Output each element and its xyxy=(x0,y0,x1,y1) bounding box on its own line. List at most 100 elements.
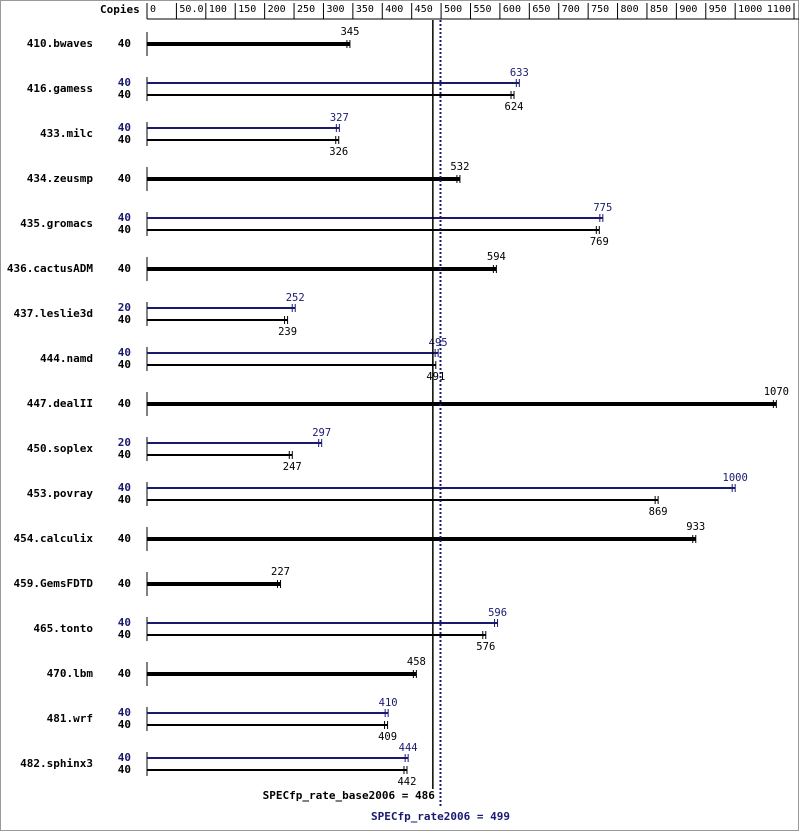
bar xyxy=(147,307,296,309)
value-label: 769 xyxy=(590,236,609,248)
copies: 40 xyxy=(118,577,131,590)
x-tick-label: 1000 xyxy=(738,4,762,15)
bar xyxy=(147,82,520,84)
copies: 40 xyxy=(118,211,131,224)
reference-label: SPECfp_rate_base2006 = 486 xyxy=(263,789,436,802)
value-label: 327 xyxy=(330,112,349,124)
category-label: 465.tonto xyxy=(33,622,93,635)
value-label: 576 xyxy=(476,641,495,653)
bar xyxy=(147,622,498,624)
value-label: 1070 xyxy=(764,386,789,398)
copies: 40 xyxy=(118,37,131,50)
copies: 40 xyxy=(118,751,131,764)
category-label: 434.zeusmp xyxy=(27,172,94,185)
value-label: 594 xyxy=(487,251,506,263)
copies: 40 xyxy=(118,172,131,185)
copies: 40 xyxy=(118,133,131,146)
bar xyxy=(147,454,293,456)
value-label: 326 xyxy=(329,146,348,158)
copies: 40 xyxy=(118,481,131,494)
reference-label: SPECfp_rate2006 = 499 xyxy=(371,810,510,823)
x-tick-label: 950 xyxy=(709,4,727,15)
value-label: 775 xyxy=(593,202,612,214)
copies: 40 xyxy=(118,121,131,134)
value-label: 444 xyxy=(399,742,418,754)
category-label: 459.GemsFDTD xyxy=(14,577,94,590)
bar xyxy=(147,139,339,141)
x-tick-label: 150 xyxy=(238,4,256,15)
copies: 20 xyxy=(118,436,131,449)
x-tick-label: 200 xyxy=(268,4,286,15)
x-tick-label: 350 xyxy=(356,4,374,15)
bar xyxy=(147,267,497,271)
category-label: 453.povray xyxy=(27,487,94,500)
bar xyxy=(147,177,460,181)
x-tick-label: 900 xyxy=(679,4,697,15)
category-label: 435.gromacs xyxy=(20,217,93,230)
bar xyxy=(147,319,288,321)
category-label: 433.milc xyxy=(40,127,93,140)
x-tick-label: 400 xyxy=(385,4,403,15)
bar xyxy=(147,442,322,444)
x-tick-label: 300 xyxy=(326,4,344,15)
category-label: 410.bwaves xyxy=(27,37,93,50)
value-label: 442 xyxy=(397,776,416,788)
value-label: 491 xyxy=(426,371,445,383)
bar xyxy=(147,94,515,96)
value-label: 933 xyxy=(686,521,705,533)
value-label: 239 xyxy=(278,326,297,338)
bar xyxy=(147,724,388,726)
category-label: 482.sphinx3 xyxy=(20,757,93,770)
bar xyxy=(147,712,389,714)
copies: 40 xyxy=(118,346,131,359)
x-tick-label: 700 xyxy=(562,4,580,15)
bar xyxy=(147,352,439,354)
x-tick-label: 750 xyxy=(591,4,609,15)
x-tick-label: 250 xyxy=(297,4,315,15)
copies: 40 xyxy=(118,616,131,629)
copies: 40 xyxy=(118,718,131,731)
bar xyxy=(147,672,417,676)
value-label: 458 xyxy=(407,656,426,668)
value-label: 1000 xyxy=(723,472,748,484)
copies: 40 xyxy=(118,262,131,275)
x-tick-label: 0 xyxy=(150,4,156,15)
value-label: 869 xyxy=(649,506,668,518)
category-label: 450.soplex xyxy=(27,442,94,455)
bar xyxy=(147,537,696,541)
value-label: 247 xyxy=(283,461,302,473)
copies: 40 xyxy=(118,448,131,461)
x-tick-label: 550 xyxy=(474,4,492,15)
copies: 40 xyxy=(118,628,131,641)
value-label: 297 xyxy=(312,427,331,439)
bar xyxy=(147,757,409,759)
bar xyxy=(147,42,350,46)
copies: 40 xyxy=(118,358,131,371)
copies-header: Copies xyxy=(100,3,140,16)
x-tick-label: 650 xyxy=(532,4,550,15)
x-tick-label: 1100 xyxy=(767,4,791,15)
x-tick-label: 500 xyxy=(444,4,462,15)
x-tick-label: 850 xyxy=(650,4,668,15)
value-label: 495 xyxy=(429,337,448,349)
category-label: 436.cactusADM xyxy=(7,262,93,275)
x-tick-label: 450 xyxy=(415,4,433,15)
category-label: 454.calculix xyxy=(14,532,94,545)
value-label: 532 xyxy=(450,161,469,173)
value-label: 345 xyxy=(340,26,359,38)
category-label: 444.namd xyxy=(40,352,93,365)
bar xyxy=(147,364,436,366)
bar xyxy=(147,127,340,129)
copies: 20 xyxy=(118,301,131,314)
copies: 40 xyxy=(118,313,131,326)
bar xyxy=(147,769,407,771)
bar xyxy=(147,582,281,586)
x-tick-label: 600 xyxy=(503,4,521,15)
copies: 40 xyxy=(118,763,131,776)
value-label: 596 xyxy=(488,607,507,619)
value-label: 410 xyxy=(379,697,398,709)
copies: 40 xyxy=(118,397,131,410)
